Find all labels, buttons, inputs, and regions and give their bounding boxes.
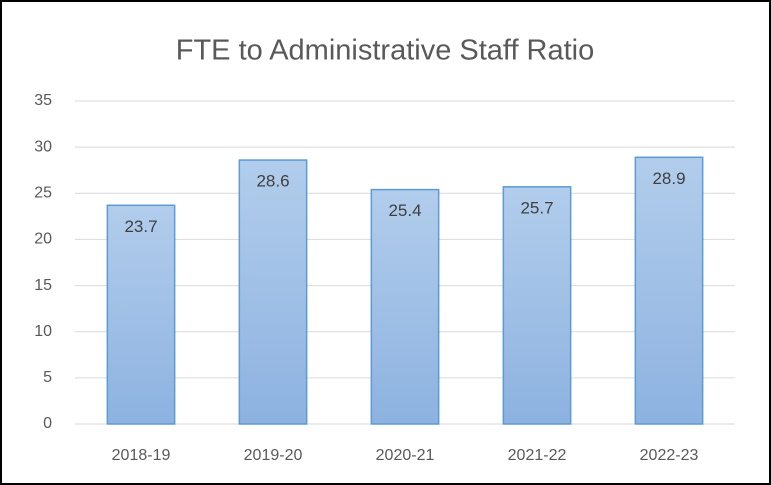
data-label: 28.9	[652, 169, 685, 188]
x-tick-label: 2020-21	[376, 447, 435, 464]
data-label: 25.7	[520, 198, 553, 217]
y-tick-label: 0	[43, 415, 52, 432]
chart-title: FTE to Administrative Staff Ratio	[176, 35, 595, 67]
x-tick-label: 2018-19	[112, 447, 171, 464]
y-tick-label: 35	[34, 92, 52, 109]
bar	[370, 188, 440, 425]
x-tick-label: 2021-22	[508, 447, 567, 464]
bar	[106, 204, 176, 425]
bar	[238, 159, 308, 425]
bar	[634, 156, 704, 425]
data-label: 28.6	[256, 172, 289, 191]
y-tick-label: 20	[34, 231, 52, 248]
x-tick-label: 2019-20	[244, 447, 303, 464]
data-label: 25.4	[388, 201, 421, 220]
y-tick-label: 30	[34, 138, 52, 155]
y-tick-label: 10	[34, 323, 52, 340]
y-tick-label: 5	[43, 369, 52, 386]
x-tick-label: 2022-23	[640, 447, 699, 464]
y-tick-label: 25	[34, 185, 52, 202]
bar	[502, 186, 572, 425]
data-label: 23.7	[124, 217, 157, 236]
y-tick-label: 15	[34, 277, 52, 294]
